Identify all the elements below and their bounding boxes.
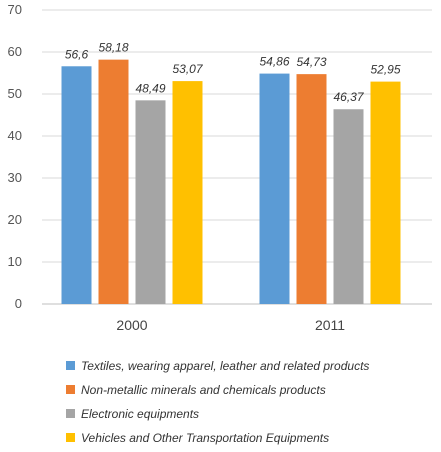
y-tick-label: 70 bbox=[8, 2, 22, 17]
legend-swatch bbox=[66, 409, 75, 418]
y-tick-label: 40 bbox=[8, 128, 22, 143]
y-tick-label: 30 bbox=[8, 170, 22, 185]
x-axis-categories: 2000 2011 bbox=[116, 317, 345, 333]
data-label: 48,49 bbox=[135, 81, 165, 95]
legend-swatch bbox=[66, 385, 75, 394]
y-tick-label: 20 bbox=[8, 212, 22, 227]
data-label: 46,37 bbox=[333, 90, 364, 104]
legend-label: Textiles, wearing apparel, leather and r… bbox=[81, 359, 369, 373]
legend: Textiles, wearing apparel, leather and r… bbox=[66, 359, 369, 445]
bar bbox=[135, 100, 166, 304]
y-tick-label: 50 bbox=[8, 86, 22, 101]
data-label: 54,86 bbox=[259, 55, 289, 69]
bar bbox=[296, 74, 327, 304]
y-tick-label: 0 bbox=[15, 296, 22, 311]
x-category-label: 2011 bbox=[315, 317, 345, 333]
data-label: 56,6 bbox=[65, 47, 89, 61]
legend-label: Electronic equipments bbox=[81, 407, 199, 421]
bar bbox=[333, 109, 364, 304]
data-label: 58,18 bbox=[98, 41, 128, 55]
data-label: 54,73 bbox=[296, 55, 326, 69]
legend-swatch bbox=[66, 361, 75, 370]
bar bbox=[172, 81, 203, 304]
y-tick-label: 60 bbox=[8, 44, 22, 59]
bar bbox=[61, 66, 92, 304]
y-axis-ticks: 0 10 20 30 40 50 60 70 bbox=[8, 2, 22, 311]
bar bbox=[259, 73, 290, 304]
data-label: 53,07 bbox=[172, 62, 203, 76]
legend-label: Vehicles and Other Transportation Equipm… bbox=[81, 431, 329, 445]
bars bbox=[61, 59, 401, 305]
legend-swatch bbox=[66, 433, 75, 442]
x-category-label: 2000 bbox=[116, 317, 147, 333]
y-tick-label: 10 bbox=[8, 254, 22, 269]
legend-label: Non-metallic minerals and chemicals prod… bbox=[81, 383, 326, 397]
data-labels: 56,6 58,18 48,49 53,07 54,86 54,73 46,37 52,95 bbox=[65, 41, 401, 105]
data-label: 52,95 bbox=[370, 63, 400, 77]
bar bbox=[98, 59, 129, 305]
bar bbox=[370, 81, 401, 304]
